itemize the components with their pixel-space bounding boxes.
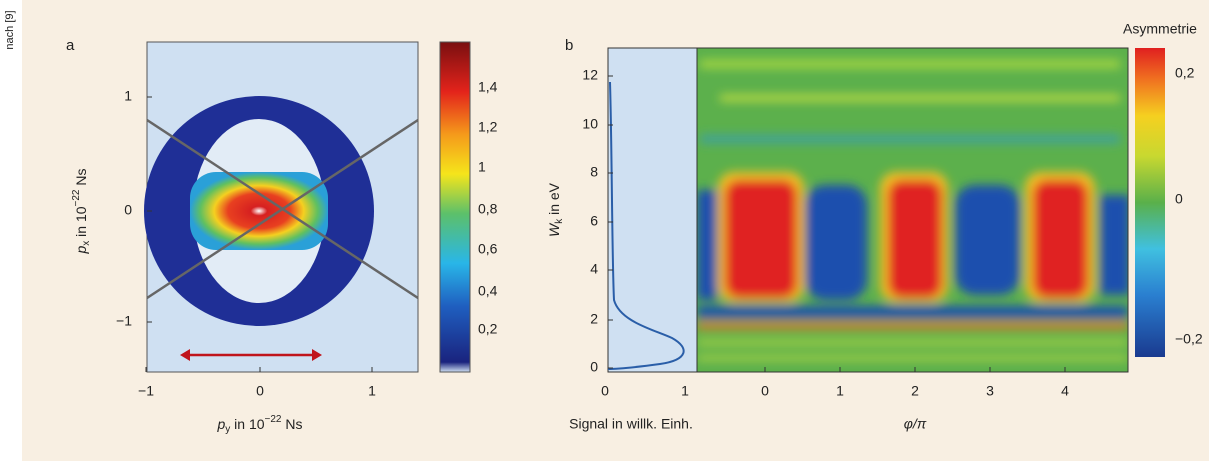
y-tick-label: 0 [124, 202, 132, 218]
label-part: k [554, 218, 565, 224]
y-tick-label: 1,2 [478, 119, 498, 135]
label-part: y [225, 424, 230, 435]
x-tick-label: 3 [986, 383, 994, 399]
credit: nach [9] [4, 10, 16, 49]
label-part: p [216, 416, 225, 432]
y-tick-label: −1 [116, 313, 132, 329]
x-tick-label: 0 [761, 383, 769, 399]
colorbar [1135, 48, 1165, 357]
y-tick-label: 8 [590, 164, 598, 180]
y-tick-label: 0,2 [1175, 65, 1195, 81]
cut-lines [146, 118, 419, 300]
y-tick-label: 1 [478, 159, 486, 175]
panel-label: a [66, 37, 75, 54]
polarization-arrow [180, 349, 322, 361]
y-tick-label: 0,6 [478, 241, 498, 257]
label-part: p [73, 246, 89, 255]
x-tick-label: −1 [138, 383, 154, 399]
y-tick-label: 10 [582, 116, 598, 132]
label-part: in 10 [230, 416, 264, 432]
signal-plot-area [607, 47, 698, 373]
x-axis-label: py in 10−22 Ns [216, 414, 302, 435]
label-part: in 10 [73, 206, 89, 240]
panel-label: b [565, 37, 573, 54]
y-tick-label: 1 [124, 88, 132, 104]
map-frame [696, 47, 1129, 373]
colorbar [439, 41, 471, 373]
label-part: Ns [282, 416, 303, 432]
x-tick-label: 0 [256, 383, 264, 399]
y-tick-label: 2 [590, 311, 598, 327]
y-axis-label: Wk in eV [546, 182, 565, 237]
x-tick-label: 4 [1061, 383, 1069, 399]
asymmetry-map [697, 48, 1128, 372]
y-tick-label: 12 [582, 67, 598, 83]
x-tick-label: 0 [601, 383, 609, 399]
label-part: Ns [73, 168, 89, 189]
label-part: W [546, 222, 562, 237]
y-axis-label: px in 10−22 Ns [71, 168, 92, 254]
label-part: in eV [546, 182, 562, 218]
core [190, 172, 328, 250]
x-tick-label: 1 [681, 383, 689, 399]
y-tick-label: 0,8 [478, 201, 498, 217]
x-tick-label: 2 [911, 383, 919, 399]
signal-curve [607, 81, 685, 370]
colorbar-title: Asymmetrie [1123, 21, 1197, 37]
y-tick-label: 0 [590, 359, 598, 375]
label-part: x [81, 241, 92, 246]
label-part: −22 [265, 414, 282, 425]
y-tick-label: 0,4 [478, 283, 498, 299]
y-tick-label: −0,2 [1175, 331, 1203, 347]
label-part: −22 [71, 189, 82, 206]
y-tick-label: 0 [1175, 191, 1183, 207]
y-tick-label: 1,4 [478, 79, 498, 95]
x-axis-label: φ/π [904, 416, 927, 432]
y-tick-label: 0,2 [478, 321, 498, 337]
y-tick-label: 6 [590, 213, 598, 229]
x-tick-label: 1 [368, 383, 376, 399]
y-tick-label: 4 [590, 261, 598, 277]
x-axis-label: Signal in willk. Einh. [569, 416, 693, 432]
x-tick-label: 1 [836, 383, 844, 399]
